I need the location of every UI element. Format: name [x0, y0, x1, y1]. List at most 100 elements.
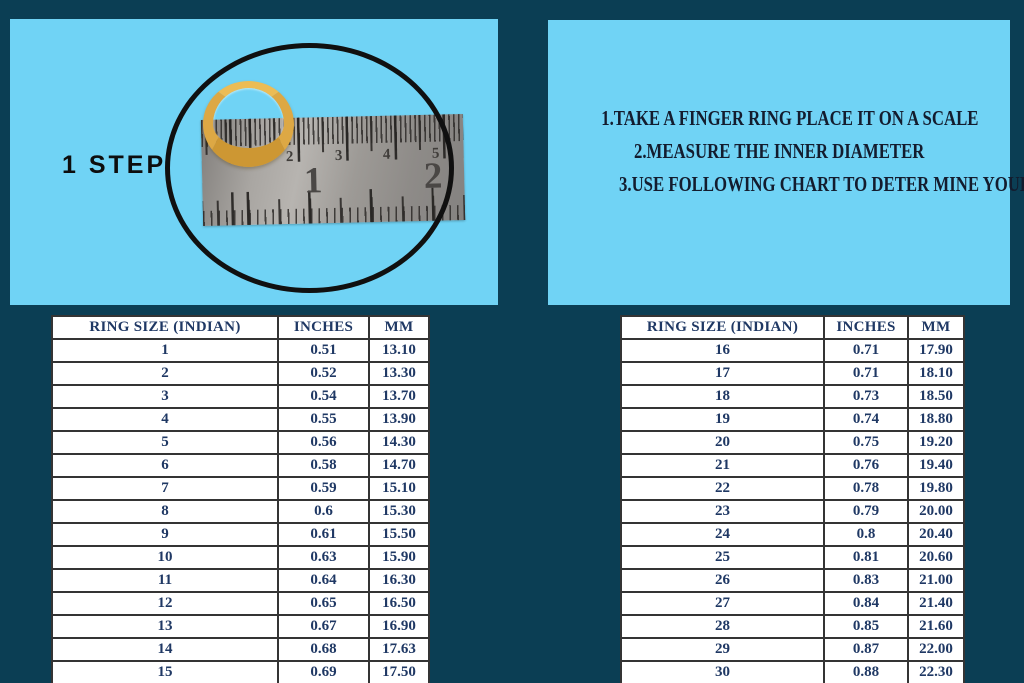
table-cell: 21.00	[907, 568, 965, 593]
table-cell: 0.71	[823, 338, 909, 363]
table-cell: 15.10	[368, 476, 430, 501]
table-row: 26 0.83 21.00	[620, 568, 965, 593]
table-cell: 15.50	[368, 522, 430, 547]
table-cell: 22.30	[907, 660, 965, 683]
table-cell: 17	[620, 361, 825, 386]
table-cell: 29	[620, 637, 825, 662]
table-cell: 6	[51, 453, 279, 478]
table-cell: 21.60	[907, 614, 965, 639]
instruction-line-3: 3.USE FOLLOWING CHART TO DETER MINE YOUR…	[618, 172, 1024, 196]
table-cell: 0.61	[277, 522, 370, 547]
table-cell: 19.20	[907, 430, 965, 455]
table-cell: 0.56	[277, 430, 370, 455]
table-cell: 0.84	[823, 591, 909, 616]
table-cell: 0.73	[823, 384, 909, 409]
table-cell: 9	[51, 522, 279, 547]
table-cell: 26	[620, 568, 825, 593]
table-row: 24 0.8 20.40	[620, 522, 965, 547]
table-cell: 0.68	[277, 637, 370, 662]
table-cell: 18.50	[907, 384, 965, 409]
table-header-row: RING SIZE (INDIAN) INCHES MM	[51, 315, 430, 340]
table-cell: 13	[51, 614, 279, 639]
table-cell: 19.80	[907, 476, 965, 501]
table-row: 29 0.87 22.00	[620, 637, 965, 662]
table-cell: 13.70	[368, 384, 430, 409]
table-cell: 28	[620, 614, 825, 639]
table-cell: 1	[51, 338, 279, 363]
table-cell: 0.83	[823, 568, 909, 593]
table-cell: 0.8	[823, 522, 909, 547]
table-row: 17 0.71 18.10	[620, 361, 965, 386]
table-row: 6 0.58 14.70	[51, 453, 430, 478]
table-cell: 11	[51, 568, 279, 593]
table-cell: 16.50	[368, 591, 430, 616]
table-cell: 18.10	[907, 361, 965, 386]
table-row: 20 0.75 19.20	[620, 430, 965, 455]
table-row: 3 0.54 13.70	[51, 384, 430, 409]
col-header-mm: MM	[907, 315, 965, 340]
col-header-ring-size: RING SIZE (INDIAN)	[620, 315, 825, 340]
instructions-panel: 1.TAKE A FINGER RING PLACE IT ON A SCALE…	[548, 20, 1024, 305]
table-cell: 25	[620, 545, 825, 570]
table-cell: 18.80	[907, 407, 965, 432]
table-cell: 0.79	[823, 499, 909, 524]
table-row: 11 0.64 16.30	[51, 568, 430, 593]
gold-ring-icon	[203, 81, 294, 167]
table-cell: 23	[620, 499, 825, 524]
table-cell: 0.54	[277, 384, 370, 409]
table-cell: 17.50	[368, 660, 430, 683]
table-row: 12 0.65 16.50	[51, 591, 430, 616]
table-cell: 0.65	[277, 591, 370, 616]
table-cell: 0.78	[823, 476, 909, 501]
table-cell: 20	[620, 430, 825, 455]
table-cell: 14.30	[368, 430, 430, 455]
table-row: 15 0.69 17.50	[51, 660, 430, 683]
table-cell: 13.30	[368, 361, 430, 386]
col-header-inches: INCHES	[823, 315, 909, 340]
table-cell: 0.51	[277, 338, 370, 363]
table-cell: 16.90	[368, 614, 430, 639]
table-row: 9 0.61 15.50	[51, 522, 430, 547]
table-cell: 14	[51, 637, 279, 662]
table-row: 27 0.84 21.40	[620, 591, 965, 616]
table-row: 28 0.85 21.60	[620, 614, 965, 639]
table-cell: 0.88	[823, 660, 909, 683]
table-cell: 0.64	[277, 568, 370, 593]
table-cell: 7	[51, 476, 279, 501]
table-cell: 0.74	[823, 407, 909, 432]
table-row: 23 0.79 20.00	[620, 499, 965, 524]
table-cell: 30	[620, 660, 825, 683]
table-cell: 3	[51, 384, 279, 409]
table-cell: 0.69	[277, 660, 370, 683]
col-header-inches: INCHES	[277, 315, 370, 340]
table-row: 5 0.56 14.30	[51, 430, 430, 455]
table-cell: 0.63	[277, 545, 370, 570]
table-cell: 10	[51, 545, 279, 570]
table-cell: 15.30	[368, 499, 430, 524]
table-cell: 15.90	[368, 545, 430, 570]
table-cell: 17.63	[368, 637, 430, 662]
table-cell: 21	[620, 453, 825, 478]
table-cell: 0.55	[277, 407, 370, 432]
table-header-row: RING SIZE (INDIAN) INCHES MM	[620, 315, 965, 340]
table-row: 19 0.74 18.80	[620, 407, 965, 432]
table-row: 22 0.78 19.80	[620, 476, 965, 501]
step-panel: 1 STEP 2 3 4 5 1 2	[10, 19, 498, 305]
ring-size-table-1-15: RING SIZE (INDIAN) INCHES MM 1 0.51 13.10 2…	[51, 315, 430, 683]
table-cell: 0.76	[823, 453, 909, 478]
table-cell: 0.85	[823, 614, 909, 639]
table-cell: 12	[51, 591, 279, 616]
col-header-ring-size: RING SIZE (INDIAN)	[51, 315, 279, 340]
table-cell: 16.30	[368, 568, 430, 593]
table-row: 25 0.81 20.60	[620, 545, 965, 570]
table-row: 7 0.59 15.10	[51, 476, 430, 501]
table-cell: 0.6	[277, 499, 370, 524]
table-row: 18 0.73 18.50	[620, 384, 965, 409]
table-cell: 0.67	[277, 614, 370, 639]
table-cell: 19.40	[907, 453, 965, 478]
table-cell: 22	[620, 476, 825, 501]
table-cell: 27	[620, 591, 825, 616]
table-row: 8 0.6 15.30	[51, 499, 430, 524]
table-cell: 4	[51, 407, 279, 432]
table-cell: 0.75	[823, 430, 909, 455]
